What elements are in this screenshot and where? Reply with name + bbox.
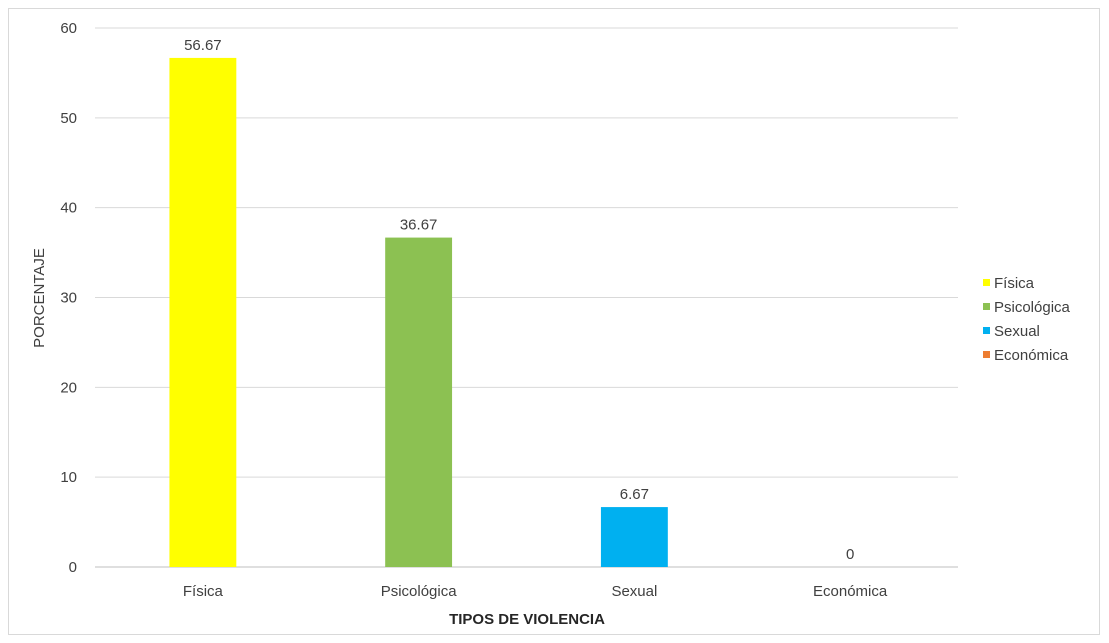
- bar-1: [385, 237, 453, 567]
- legend-label: Sexual: [994, 323, 1040, 340]
- data-label: 0: [846, 546, 854, 563]
- y-tick-label: 20: [60, 379, 77, 396]
- legend-swatch: [983, 351, 990, 358]
- data-label: 6.67: [620, 486, 649, 503]
- y-tick-label: 40: [60, 200, 77, 217]
- data-label: 56.67: [184, 37, 222, 54]
- y-tick-label: 30: [60, 290, 77, 307]
- legend-label: Económica: [994, 347, 1069, 364]
- gridlines: [95, 27, 958, 568]
- legend-swatch: [983, 327, 990, 334]
- data-label: 36.67: [400, 217, 438, 234]
- data-labels: 56.67 36.67 6.67 0: [184, 37, 854, 563]
- bars: [169, 57, 668, 568]
- bar-2: [600, 507, 668, 567]
- x-axis-title: TIPOS DE VIOLENCIA: [449, 611, 605, 628]
- legend-label: Psicológica: [994, 299, 1071, 316]
- y-tick-label: 0: [69, 559, 77, 576]
- x-tick-label: Física: [183, 583, 224, 600]
- legend-swatch: [983, 303, 990, 310]
- y-axis-title: PORCENTAJE: [31, 248, 48, 348]
- legend-swatch: [983, 279, 990, 286]
- x-tick-label: Sexual: [611, 583, 657, 600]
- x-tick-label: Económica: [813, 583, 888, 600]
- x-tick-label: Psicológica: [381, 583, 458, 600]
- y-tick-label: 10: [60, 469, 77, 486]
- x-tick-labels: Física Psicológica Sexual Económica: [183, 583, 888, 600]
- y-tick-label: 60: [60, 20, 77, 37]
- bar-0: [169, 57, 237, 568]
- y-tick-labels: 0 10 20 30 40 50 60: [60, 20, 77, 576]
- y-tick-label: 50: [60, 110, 77, 127]
- legend-label: Física: [994, 275, 1035, 292]
- legend: Física Psicológica Sexual Económica: [983, 275, 1071, 364]
